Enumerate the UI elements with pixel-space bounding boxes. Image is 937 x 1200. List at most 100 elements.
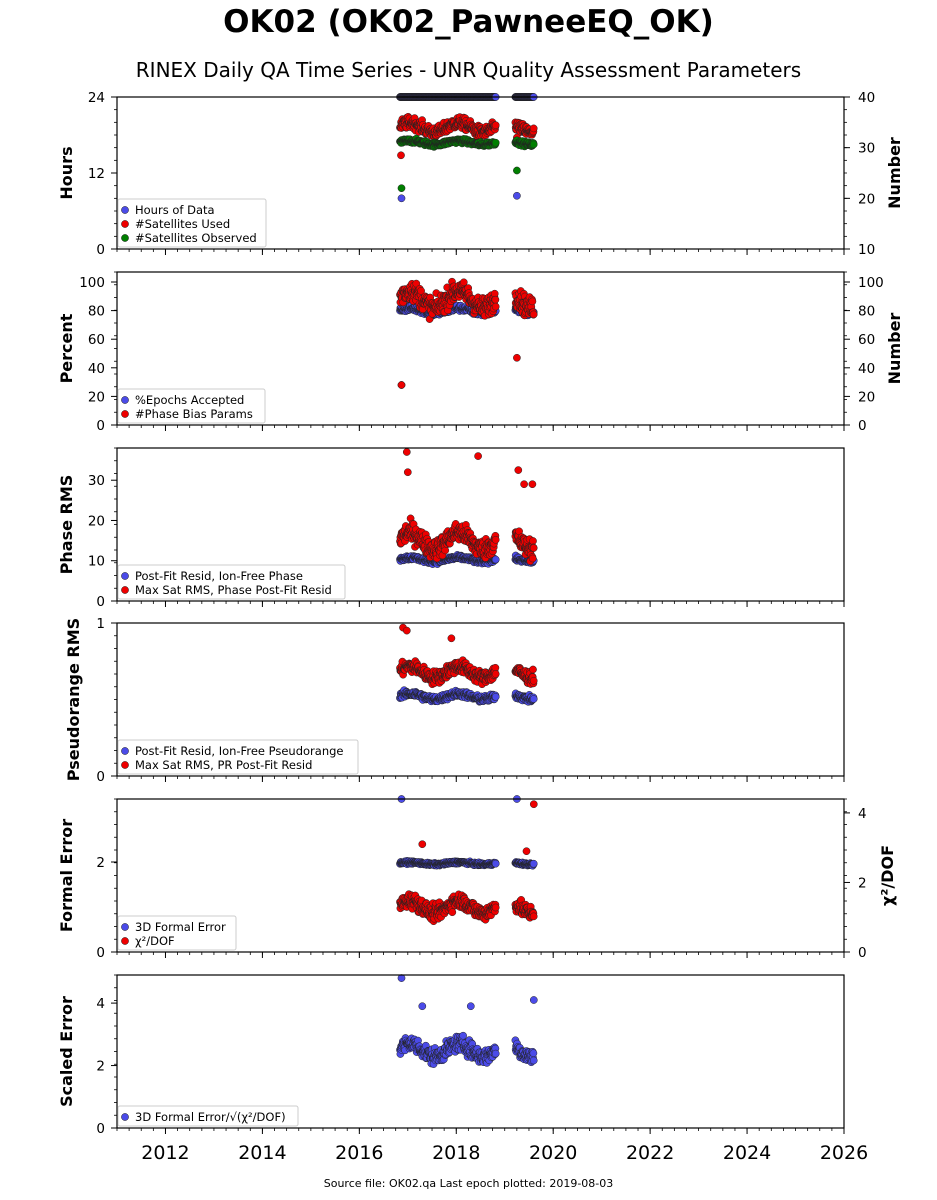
data-point [529, 310, 538, 319]
y2-tick-label: 40 [858, 361, 875, 377]
series-1 [396, 300, 538, 389]
x-tick-label: 2012 [141, 1142, 189, 1164]
series-2 [396, 623, 538, 689]
data-point [529, 859, 538, 868]
panel-4: 0 1 Pseudorange RMS Post-Fit Resid, Ion-Fre… [64, 616, 845, 785]
data-point [491, 903, 500, 912]
legend-marker [121, 572, 129, 580]
y-tick-label: 20 [88, 389, 105, 405]
data-point [491, 535, 500, 544]
panel-frame [116, 96, 845, 250]
panel-frame [116, 974, 845, 1129]
y-tick-label: 0 [96, 769, 105, 785]
legend-label: #Satellites Used [135, 217, 230, 231]
y-tick-label: 40 [88, 361, 105, 377]
outlier-point [514, 466, 523, 474]
outlier-point [418, 840, 427, 849]
outlier-point [529, 996, 538, 1004]
legend-label: χ²/DOF [135, 934, 175, 948]
y-tick-label: 0 [96, 945, 105, 961]
data-point [529, 676, 538, 685]
y2-tick-label: 2 [858, 875, 867, 891]
y2-tick-label: 80 [858, 304, 875, 320]
y-axis-label: Pseudorange RMS [64, 618, 83, 781]
data-point [529, 537, 537, 545]
figure-subtitle: RINEX Daily QA Time Series - UNR Quality… [135, 58, 802, 82]
data-point [529, 912, 538, 921]
series-2 [396, 800, 538, 926]
data-point [459, 278, 468, 287]
legend-box [117, 1105, 299, 1127]
data-point [529, 1049, 538, 1058]
series-1 [396, 93, 538, 203]
data-points [396, 93, 538, 203]
x-tick-label: 2020 [529, 1142, 577, 1164]
data-point [491, 692, 500, 701]
y2-tick-label: 30 [858, 141, 875, 157]
series-3 [396, 134, 538, 193]
y-axis-label: Formal Error [57, 819, 76, 932]
data-point [417, 287, 425, 295]
x-tick-label: 2022 [626, 1142, 674, 1164]
data-point [459, 1031, 467, 1040]
y2-tick-label: 0 [858, 418, 867, 434]
y-axis-label: Scaled Error [57, 996, 76, 1107]
legend-label: 3D Formal Error [135, 920, 226, 934]
y-tick-label: 24 [88, 90, 105, 106]
y-tick-label: 0 [96, 418, 105, 434]
legend-box [117, 564, 346, 600]
y2-tick-label: 0 [858, 945, 867, 961]
series-1 [396, 974, 538, 1068]
figure-title: OK02 (OK02_PawneeEQ_OK) [223, 4, 714, 40]
data-point [491, 138, 500, 147]
outlier-point [397, 151, 405, 160]
legend-marker [121, 923, 129, 931]
legend-label: Post-Fit Resid, Ion-Free Pseudorange [135, 744, 343, 758]
y-tick-label: 80 [88, 304, 105, 320]
y-tick-label: 60 [88, 332, 105, 348]
panel-2: 0 20 40 60 80 100 Percent 0 20 40 60 80 100 Number %Ep… [57, 271, 904, 434]
data-point [529, 695, 538, 703]
y2-axis-label: χ²/DOF [878, 845, 897, 906]
y2-tick-label: 20 [858, 389, 875, 405]
panel-frame [116, 447, 845, 602]
data-point [528, 297, 537, 306]
series-1 [396, 686, 538, 706]
y2-tick-label: 20 [858, 191, 875, 207]
legend-marker [121, 747, 129, 755]
data-point [528, 554, 537, 563]
y2-tick-label: 40 [858, 90, 875, 106]
data-point [441, 546, 450, 555]
y-tick-label: 4 [96, 996, 105, 1012]
data-point [529, 665, 537, 674]
y2-tick-label: 10 [858, 242, 875, 258]
y2-tick-label: 4 [858, 806, 867, 822]
data-point [529, 1056, 538, 1065]
x-tick-label: 2016 [335, 1142, 383, 1164]
outlier-point [513, 191, 521, 200]
series-1 [396, 551, 538, 568]
y-axis-label: Percent [57, 313, 76, 383]
outlier-point [522, 847, 531, 856]
data-point [491, 302, 500, 311]
outlier-point [447, 634, 456, 643]
data-points [396, 623, 538, 706]
legend-label: Post-Fit Resid, Ion-Free Phase [135, 569, 303, 583]
legend: Post-Fit Resid, Ion-Free PseudorangeMax … [117, 739, 359, 775]
y-axis-label: Hours [57, 146, 76, 199]
legend-marker [121, 410, 129, 418]
outlier-point [529, 800, 538, 809]
data-point [491, 859, 500, 868]
legend-marker [121, 1113, 129, 1121]
legend-box [117, 198, 267, 248]
y-tick-label: 2 [96, 855, 105, 871]
y2-tick-label: 60 [858, 332, 875, 348]
data-points [396, 448, 538, 568]
outlier-point [397, 381, 406, 389]
outlier-point [397, 184, 406, 193]
legend-marker [121, 761, 129, 769]
